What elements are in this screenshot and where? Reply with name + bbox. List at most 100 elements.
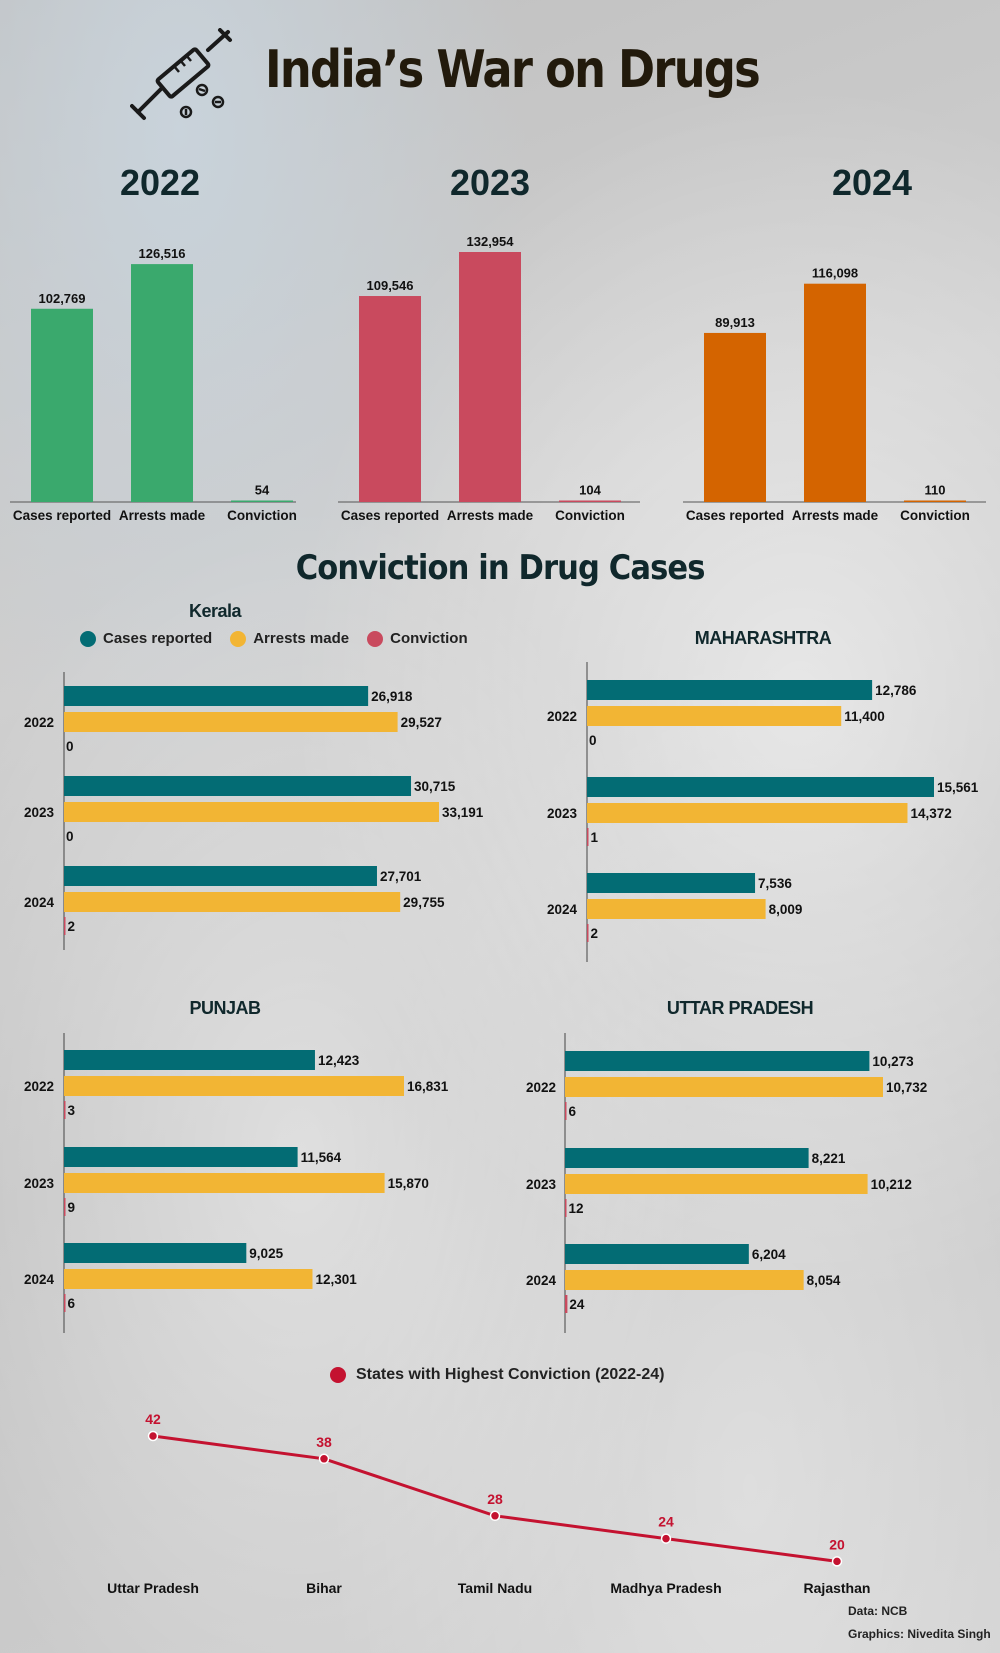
- x-tick-label: Conviction: [227, 508, 297, 523]
- hbar-conviction: [587, 828, 589, 846]
- hbar-conviction: [64, 1294, 66, 1312]
- x-tick-label: Conviction: [555, 508, 625, 523]
- year-label: 2023: [24, 805, 55, 820]
- hbar-value-label: 15,870: [388, 1176, 429, 1191]
- hbar-value-label: 27,701: [380, 869, 422, 884]
- year-label: 2022: [547, 709, 577, 724]
- hbar-arrests-made: [64, 1269, 313, 1289]
- hbar-arrests-made: [565, 1077, 883, 1097]
- hbar-conviction: [64, 1101, 66, 1119]
- hbar-value-label: 11,400: [844, 709, 885, 724]
- line-point: [147, 1430, 159, 1442]
- hbar-conviction: [587, 924, 589, 942]
- year-label: 2023: [24, 1176, 55, 1191]
- hbar-cases-reported: [587, 777, 934, 797]
- year-label: 2024: [24, 895, 55, 910]
- year-label: 2022: [24, 1079, 54, 1094]
- legend-dot-conviction: [367, 630, 384, 647]
- bar-2023-1: [459, 252, 521, 502]
- hbar-value-label: 0: [66, 829, 74, 844]
- legend-label-cases: Cases reported: [103, 630, 213, 647]
- legend-item-arrests: Arrests made: [230, 630, 349, 647]
- hbar-cases-reported: [64, 686, 369, 706]
- hbar-value-label: 15,561: [937, 780, 979, 795]
- credit-data: Data: NCB: [848, 1604, 908, 1618]
- conviction-section-title-text: Conviction in Drug Cases: [295, 548, 706, 588]
- bar-2022-2: [231, 500, 293, 502]
- year-label: 2022: [24, 715, 54, 730]
- hbar-value-label: 29,527: [401, 715, 442, 730]
- line-value-label: 24: [658, 1514, 674, 1530]
- hbar-value-label: 12,423: [318, 1053, 360, 1068]
- hbar-conviction: [565, 1295, 568, 1313]
- conviction-section-title: Conviction in Drug Cases: [0, 548, 1000, 588]
- bar-value-label: 102,769: [39, 291, 86, 306]
- hbar-value-label: 8,009: [769, 902, 803, 917]
- hbar-value-label: 29,755: [403, 895, 445, 910]
- hbar-value-label: 16,831: [407, 1079, 449, 1094]
- x-tick-label: Arrests made: [119, 508, 206, 523]
- hbar-value-label: 10,212: [871, 1177, 912, 1192]
- page-title: India’s War on Drugs: [265, 40, 761, 100]
- credit-graphics: Graphics: Nivedita Singh: [848, 1627, 991, 1641]
- hbar-value-label: 0: [66, 739, 74, 754]
- hbar-value-label: 14,372: [910, 806, 951, 821]
- chart-title-2022: 2022: [120, 162, 200, 203]
- line-x-label: Tamil Nadu: [458, 1580, 532, 1596]
- hbar-conviction: [64, 917, 66, 935]
- x-tick-label: Arrests made: [792, 508, 879, 523]
- hbar-conviction: [64, 1198, 66, 1216]
- hbar-arrests-made: [587, 803, 908, 823]
- line-x-label: Uttar Pradesh: [107, 1580, 199, 1596]
- hbar-value-label: 0: [589, 733, 597, 748]
- year-label: 2023: [526, 1177, 557, 1192]
- bar-2022-1: [131, 264, 193, 502]
- line-legend-dot: [330, 1367, 346, 1383]
- line-value-label: 20: [829, 1536, 845, 1552]
- x-tick-label: Cases reported: [341, 508, 439, 523]
- hbar-cases-reported: [565, 1244, 749, 1264]
- hbar-value-label: 33,191: [442, 805, 484, 820]
- bar-value-label: 132,954: [467, 234, 515, 249]
- line-value-label: 28: [487, 1491, 503, 1507]
- hbar-arrests-made: [64, 892, 401, 912]
- hbar-cases-reported: [587, 873, 756, 893]
- line-point: [318, 1453, 330, 1465]
- hbar-cases-reported: [64, 1243, 247, 1263]
- hbar-cases-reported: [565, 1051, 870, 1071]
- hbar-value-label: 24: [569, 1297, 585, 1312]
- syringe-icon: [130, 28, 232, 120]
- hbar-value-label: 30,715: [414, 779, 456, 794]
- hbar-arrests-made: [64, 1173, 385, 1193]
- hbar-value-label: 1: [591, 830, 599, 845]
- hbar-value-label: 11,564: [301, 1150, 342, 1165]
- hbar-arrests-made: [587, 706, 842, 726]
- hbar-arrests-made: [565, 1270, 804, 1290]
- bar-2023-2: [559, 500, 621, 502]
- hbar-arrests-made: [565, 1174, 868, 1194]
- hbar-value-label: 10,732: [886, 1080, 927, 1095]
- line-x-label: Rajasthan: [804, 1580, 871, 1596]
- state-chart-title: MAHARASHTRA: [695, 628, 832, 648]
- hbar-value-label: 8,054: [807, 1273, 841, 1288]
- hbar-value-label: 12,786: [875, 683, 917, 698]
- hbar-cases-reported: [64, 1050, 315, 1070]
- legend-dot-arrests: [230, 630, 247, 647]
- legend-item-conviction: Conviction: [367, 630, 468, 647]
- line-value-label: 42: [145, 1411, 161, 1427]
- year-label: 2024: [24, 1272, 55, 1287]
- hbar-value-label: 7,536: [758, 876, 792, 891]
- x-tick-label: Cases reported: [13, 508, 111, 523]
- chart-title-2023: 2023: [450, 162, 530, 203]
- line-point: [489, 1510, 501, 1522]
- hbar-conviction: [565, 1199, 567, 1217]
- year-label: 2022: [526, 1080, 556, 1095]
- hbar-value-label: 10,273: [872, 1054, 914, 1069]
- year-label: 2024: [547, 902, 578, 917]
- legend-label-arrests: Arrests made: [253, 630, 350, 647]
- line-x-label: Bihar: [306, 1580, 342, 1596]
- hbar-cases-reported: [565, 1148, 809, 1168]
- hbar-value-label: 8,221: [812, 1151, 846, 1166]
- hbar-arrests-made: [64, 802, 439, 822]
